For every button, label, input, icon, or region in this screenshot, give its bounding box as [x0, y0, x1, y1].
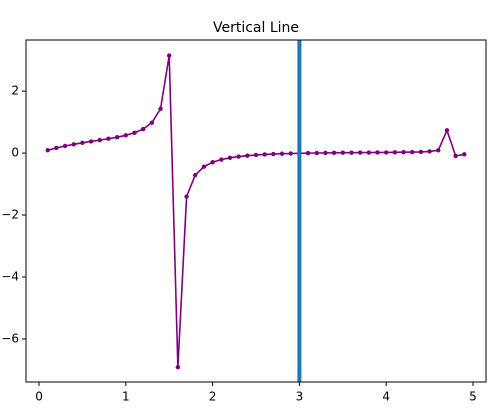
- data-point: [253, 152, 259, 158]
- data-point: [175, 364, 181, 370]
- x-tick-label: 5: [469, 390, 477, 404]
- data-point: [418, 149, 424, 155]
- data-point: [97, 137, 102, 143]
- data-point: [184, 194, 189, 199]
- data-point: [140, 126, 146, 132]
- y-tick-label: −6: [1, 331, 19, 345]
- data-point: [88, 139, 94, 144]
- data-point: [383, 150, 389, 155]
- x-tick-label: 1: [122, 390, 130, 404]
- data-point: [314, 150, 319, 156]
- data-point: [410, 149, 415, 155]
- y-tick-label: 2: [11, 84, 19, 98]
- data-line: [47, 55, 465, 368]
- data-point: [279, 151, 285, 156]
- data-point: [62, 143, 68, 149]
- data-point: [123, 133, 129, 138]
- data-point: [436, 148, 441, 153]
- data-point: [54, 145, 59, 151]
- data-point: [45, 148, 50, 153]
- data-point: [427, 149, 432, 154]
- data-point: [349, 150, 354, 155]
- data-point: [114, 135, 120, 140]
- data-point: [193, 172, 198, 178]
- data-point: [331, 150, 337, 155]
- data-point: [401, 150, 406, 155]
- data-point: [132, 130, 137, 136]
- data-point: [158, 106, 163, 111]
- data-point: [462, 152, 467, 157]
- data-point: [375, 150, 380, 155]
- data-point: [80, 140, 85, 146]
- data-point: [444, 128, 450, 133]
- data-point: [219, 157, 224, 162]
- data-point: [227, 155, 233, 160]
- data-point: [357, 150, 363, 155]
- x-tick-label: 4: [382, 390, 390, 404]
- data-point: [366, 150, 372, 155]
- data-point: [201, 164, 207, 169]
- x-tick-label: 3: [296, 390, 304, 404]
- data-point: [71, 142, 76, 147]
- data-point: [262, 152, 267, 157]
- data-point: [149, 120, 155, 125]
- x-tick-label: 2: [209, 390, 217, 404]
- y-tick-label: −2: [1, 208, 19, 222]
- y-tick-label: −4: [1, 269, 19, 283]
- data-point: [271, 151, 276, 157]
- data-point: [288, 151, 293, 156]
- data-point: [236, 154, 241, 159]
- data-point: [210, 160, 215, 165]
- plot-frame: [25, 39, 487, 383]
- data-point: [340, 150, 345, 155]
- data-point: [453, 153, 458, 159]
- data-point: [106, 136, 111, 141]
- x-tick-label: 0: [35, 390, 43, 404]
- data-point: [323, 150, 328, 156]
- data-point: [305, 150, 311, 156]
- data-point: [392, 150, 398, 155]
- y-tick-label: 0: [11, 146, 19, 160]
- data-point: [167, 53, 172, 58]
- data-point: [245, 153, 250, 158]
- chart-title: Vertical Line: [213, 20, 299, 36]
